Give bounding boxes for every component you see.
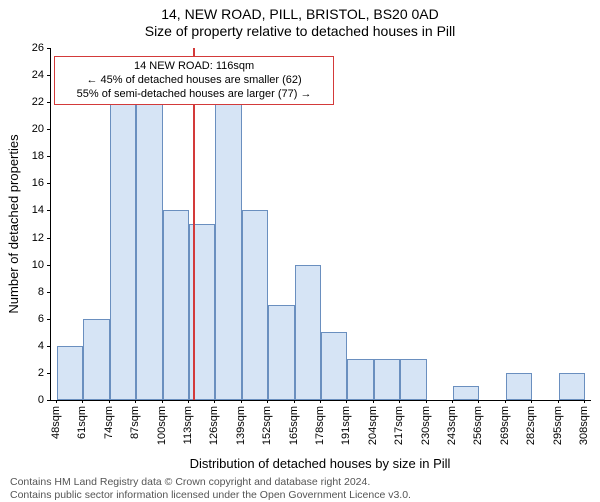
x-tick-label: 269sqm — [499, 406, 511, 445]
histogram-bar — [400, 359, 426, 400]
y-tick-label: 10 — [0, 259, 44, 271]
x-tick-label: 204sqm — [367, 406, 379, 445]
histogram-bar — [163, 210, 189, 400]
x-axis-label: Distribution of detached houses by size … — [50, 456, 590, 471]
histogram-bar — [321, 332, 347, 400]
y-tick-label: 18 — [0, 150, 44, 162]
histogram-bar — [453, 386, 479, 400]
x-tick-label: 230sqm — [420, 406, 432, 445]
footer-attribution: Contains HM Land Registry data © Crown c… — [10, 476, 590, 502]
annotation-line: 14 NEW ROAD: 116sqm — [61, 60, 327, 74]
x-tick-label: 191sqm — [340, 406, 352, 445]
chart-container: 14, NEW ROAD, PILL, BRISTOL, BS20 0AD Si… — [0, 0, 600, 500]
histogram-bar — [506, 373, 532, 400]
x-tick-label: 282sqm — [525, 406, 537, 445]
x-tick-label: 295sqm — [552, 406, 564, 445]
y-tick-label: 24 — [0, 69, 44, 81]
x-tick-label: 165sqm — [288, 406, 300, 445]
y-tick-label: 12 — [0, 232, 44, 244]
x-tick-label: 74sqm — [103, 406, 115, 439]
histogram-bar — [83, 319, 109, 400]
x-tick-label: 48sqm — [50, 406, 62, 439]
histogram-bar — [295, 265, 321, 400]
x-tick-label: 178sqm — [314, 406, 326, 445]
x-tick-label: 100sqm — [156, 406, 168, 445]
histogram-bar — [268, 305, 294, 400]
x-tick-label: 243sqm — [446, 406, 458, 445]
y-tick-label: 20 — [0, 123, 44, 135]
footer-line: Contains public sector information licen… — [10, 489, 590, 502]
chart-title-line2: Size of property relative to detached ho… — [0, 23, 600, 44]
x-tick-label: 217sqm — [393, 406, 405, 445]
y-tick-label: 22 — [0, 96, 44, 108]
x-tick-label: 87sqm — [129, 406, 141, 439]
x-tick-label: 113sqm — [182, 406, 194, 444]
x-tick-label: 152sqm — [261, 406, 273, 445]
histogram-bar — [242, 210, 268, 400]
histogram-bar — [215, 89, 241, 400]
footer-line: Contains HM Land Registry data © Crown c… — [10, 476, 590, 489]
x-tick-label: 256sqm — [472, 406, 484, 445]
histogram-bar — [374, 359, 400, 400]
y-tick-label: 4 — [0, 340, 44, 352]
y-tick-label: 16 — [0, 177, 44, 189]
histogram-bar — [57, 346, 83, 400]
x-tick-label: 308sqm — [578, 406, 590, 445]
annotation-line: ← 45% of detached houses are smaller (62… — [61, 74, 327, 88]
y-tick-label: 0 — [0, 394, 44, 406]
y-tick-label: 2 — [0, 367, 44, 379]
histogram-bar — [110, 102, 136, 400]
histogram-bar — [136, 89, 162, 400]
y-tick-label: 26 — [0, 42, 44, 54]
annotation-box: 14 NEW ROAD: 116sqm ← 45% of detached ho… — [54, 56, 334, 105]
histogram-bar — [559, 373, 585, 400]
y-tick-label: 8 — [0, 286, 44, 298]
annotation-line: 55% of semi-detached houses are larger (… — [61, 88, 327, 102]
y-tick-label: 6 — [0, 313, 44, 325]
x-tick-label: 139sqm — [235, 406, 247, 445]
x-tick-label: 126sqm — [208, 406, 220, 445]
x-tick-label: 61sqm — [76, 406, 88, 439]
y-tick-label: 14 — [0, 204, 44, 216]
histogram-bar — [347, 359, 373, 400]
chart-title-line1: 14, NEW ROAD, PILL, BRISTOL, BS20 0AD — [0, 0, 600, 23]
